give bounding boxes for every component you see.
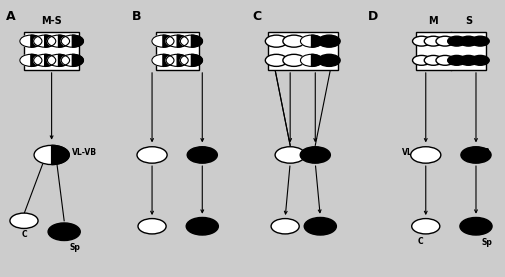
Polygon shape <box>152 54 163 66</box>
Polygon shape <box>300 35 312 47</box>
Polygon shape <box>31 35 42 47</box>
Circle shape <box>461 147 491 163</box>
Polygon shape <box>31 54 42 66</box>
Circle shape <box>283 54 305 66</box>
Text: Sp: Sp <box>69 243 80 252</box>
Circle shape <box>436 36 454 46</box>
Text: M: M <box>428 16 438 26</box>
Polygon shape <box>166 54 177 66</box>
FancyBboxPatch shape <box>416 32 486 70</box>
Circle shape <box>412 219 440 234</box>
Polygon shape <box>177 54 188 66</box>
Circle shape <box>436 55 454 65</box>
Circle shape <box>318 54 340 66</box>
Circle shape <box>471 36 489 46</box>
Circle shape <box>300 147 330 163</box>
Circle shape <box>424 55 442 65</box>
Circle shape <box>265 54 287 66</box>
Circle shape <box>304 217 336 235</box>
Circle shape <box>448 55 466 65</box>
Polygon shape <box>312 54 323 66</box>
Text: C: C <box>252 10 262 23</box>
Polygon shape <box>61 54 72 66</box>
Polygon shape <box>72 54 83 66</box>
Circle shape <box>283 35 305 47</box>
Circle shape <box>460 55 478 65</box>
Polygon shape <box>20 54 31 66</box>
Text: C: C <box>418 237 424 246</box>
Polygon shape <box>163 35 174 47</box>
Text: VB: VB <box>479 148 490 157</box>
Text: VL: VL <box>402 148 413 157</box>
Circle shape <box>411 147 441 163</box>
Polygon shape <box>312 35 323 47</box>
Polygon shape <box>163 54 174 66</box>
FancyBboxPatch shape <box>268 32 338 70</box>
Circle shape <box>448 36 466 46</box>
Polygon shape <box>52 145 69 165</box>
Polygon shape <box>191 54 203 66</box>
FancyBboxPatch shape <box>156 32 198 70</box>
Text: D: D <box>368 10 378 23</box>
Circle shape <box>413 36 431 46</box>
Circle shape <box>265 35 287 47</box>
Polygon shape <box>47 54 59 66</box>
Circle shape <box>186 217 218 235</box>
Polygon shape <box>177 35 188 47</box>
Polygon shape <box>47 35 59 47</box>
Circle shape <box>138 219 166 234</box>
Polygon shape <box>59 35 70 47</box>
Polygon shape <box>152 35 163 47</box>
Polygon shape <box>59 54 70 66</box>
Text: M-S: M-S <box>41 16 62 26</box>
Circle shape <box>318 35 340 47</box>
Text: S: S <box>465 16 472 26</box>
Polygon shape <box>180 35 191 47</box>
Polygon shape <box>20 35 31 47</box>
Text: A: A <box>7 10 16 23</box>
Polygon shape <box>191 35 203 47</box>
Polygon shape <box>180 54 191 66</box>
Polygon shape <box>300 54 312 66</box>
Text: C: C <box>21 230 27 239</box>
Text: Sp: Sp <box>481 238 492 247</box>
Circle shape <box>271 219 299 234</box>
Polygon shape <box>61 35 72 47</box>
Circle shape <box>275 147 305 163</box>
Circle shape <box>424 36 442 46</box>
Text: B: B <box>132 10 141 23</box>
Circle shape <box>10 213 38 229</box>
Polygon shape <box>45 54 56 66</box>
Circle shape <box>471 55 489 65</box>
Circle shape <box>460 36 478 46</box>
Polygon shape <box>166 35 177 47</box>
Circle shape <box>460 217 492 235</box>
Circle shape <box>413 55 431 65</box>
FancyBboxPatch shape <box>24 32 79 70</box>
Circle shape <box>137 147 167 163</box>
Polygon shape <box>34 35 45 47</box>
Polygon shape <box>34 54 45 66</box>
Circle shape <box>48 223 80 240</box>
Polygon shape <box>34 145 52 165</box>
Polygon shape <box>45 35 56 47</box>
Circle shape <box>187 147 217 163</box>
Polygon shape <box>72 35 83 47</box>
Text: VL-VB: VL-VB <box>72 148 96 157</box>
